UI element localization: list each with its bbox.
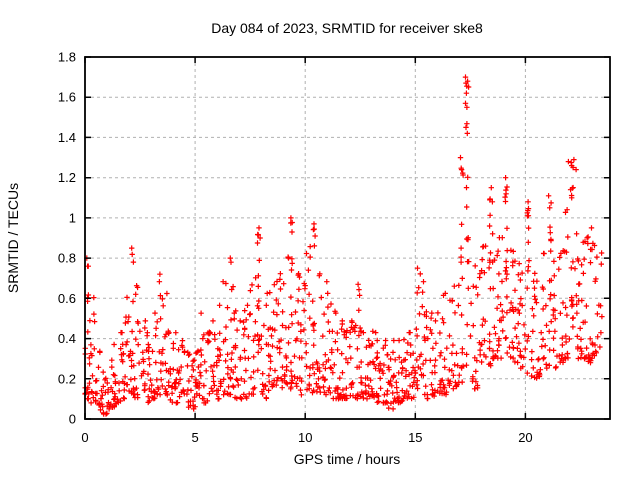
y-tick-label: 0.4: [58, 331, 76, 346]
y-tick-label: 1.8: [58, 50, 76, 65]
y-tick-label: 1.2: [58, 170, 76, 185]
x-tick-label: 10: [298, 430, 312, 445]
y-tick-label: 0: [69, 412, 76, 427]
y-axis-label: SRMTID / TECUs: [5, 183, 21, 293]
y-tick-label: 0.6: [58, 291, 76, 306]
x-tick-label: 20: [518, 430, 532, 445]
x-tick-label: 0: [81, 430, 88, 445]
y-tick-label: 0.8: [58, 251, 76, 266]
axis-tick-labels: 0 5 10 15 20 0 0.2 0.4 0.6 0.8 1 1.2 1.4 1.6 1.8: [58, 50, 533, 446]
chart-title: Day 084 of 2023, SRMTID for receiver ske…: [211, 20, 483, 36]
axis-ticks: [84, 56, 610, 420]
x-tick-label: 5: [191, 430, 198, 445]
data-points-path: [82, 74, 605, 417]
y-tick-label: 0.2: [58, 371, 76, 386]
y-tick-label: 1.6: [58, 90, 76, 105]
y-tick-label: 1: [69, 210, 76, 225]
plot-border: [84, 56, 611, 420]
tick-marks-path: [84, 56, 610, 420]
scatter-markers: [82, 74, 605, 417]
x-axis-label: GPS time / hours: [294, 451, 401, 467]
x-tick-label: 15: [408, 430, 422, 445]
y-tick-label: 1.4: [58, 130, 76, 145]
